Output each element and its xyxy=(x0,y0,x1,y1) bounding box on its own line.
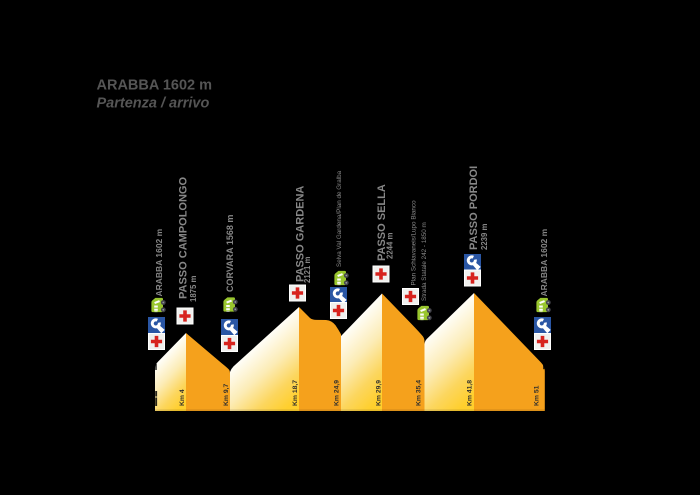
svg-text:PASSO GARDENA: PASSO GARDENA xyxy=(295,186,307,282)
svg-text:Km 9,7: Km 9,7 xyxy=(223,383,230,406)
svg-text:Km 29,9: Km 29,9 xyxy=(376,380,383,406)
svg-text:1875 m: 1875 m xyxy=(189,275,198,302)
svg-text:Km 41,8: Km 41,8 xyxy=(467,380,474,406)
svg-text:Strada Statale 242 - 1850 m: Strada Statale 242 - 1850 m xyxy=(421,222,428,301)
svg-text:PASSO SELLA: PASSO SELLA xyxy=(376,184,388,261)
svg-text:Km 24,9: Km 24,9 xyxy=(334,380,341,406)
svg-text:ARABBA 1602 m: ARABBA 1602 m xyxy=(539,228,549,296)
svg-text:Km 35,4: Km 35,4 xyxy=(416,380,423,406)
svg-text:Selva Val Gardena/Plan de Gral: Selva Val Gardena/Plan de Gralba xyxy=(336,170,343,267)
svg-text:ARABBA 1602 m: ARABBA 1602 m xyxy=(154,228,164,296)
svg-text:Km 4: Km 4 xyxy=(179,389,186,406)
svg-text:2121 m: 2121 m xyxy=(303,256,312,283)
svg-text:2239 m: 2239 m xyxy=(480,223,489,250)
svg-text:Km 18,7: Km 18,7 xyxy=(292,380,299,406)
svg-text:Plan Schiavaneis/Lupo Bianco: Plan Schiavaneis/Lupo Bianco xyxy=(411,200,418,286)
svg-text:CORVARA 1568 m: CORVARA 1568 m xyxy=(225,215,235,292)
svg-text:Partenza / arrivo: Partenza / arrivo xyxy=(97,96,210,112)
svg-text:PASSO CAMPOLONGO: PASSO CAMPOLONGO xyxy=(178,177,190,299)
svg-text:2244 m: 2244 m xyxy=(386,232,395,259)
svg-text:Km 51: Km 51 xyxy=(534,385,541,406)
svg-text:PASSO PORDOI: PASSO PORDOI xyxy=(468,166,480,250)
svg-text:ARABBA 1602 m: ARABBA 1602 m xyxy=(97,78,213,94)
